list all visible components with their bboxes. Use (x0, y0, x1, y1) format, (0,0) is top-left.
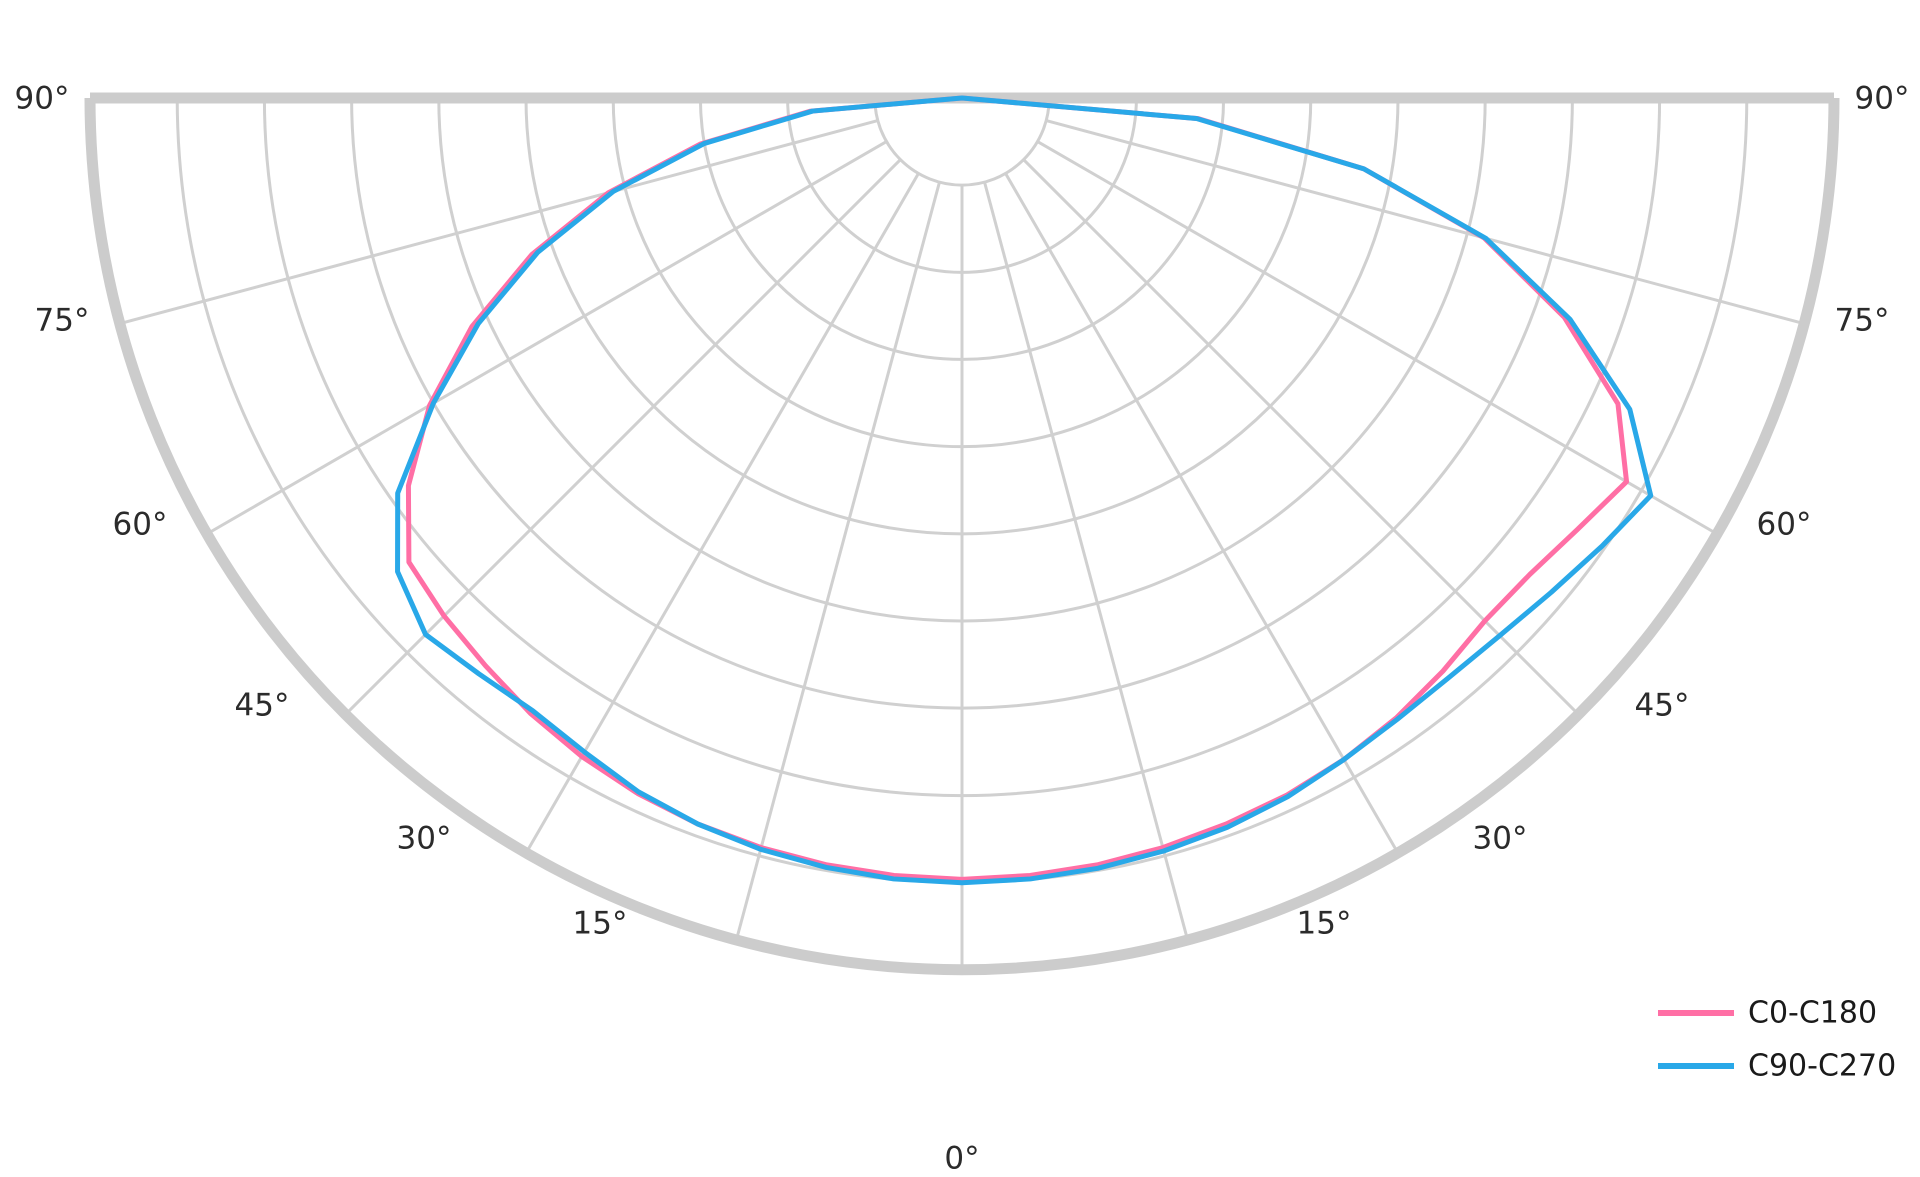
outer-boundary-arc (84, 97, 1840, 976)
grid-spoke-15 (983, 181, 1190, 941)
angle-label-right-45: 45° (1635, 688, 1690, 724)
angle-label-left-60: 60° (113, 507, 168, 543)
legend-label-c0-c180[interactable]: C0-C180 (1748, 996, 1877, 1031)
legend[interactable]: C0-C180 C90-C270 (1658, 996, 1896, 1084)
angle-label-left-45: 45° (235, 688, 290, 724)
angle-label-right-30: 30° (1473, 821, 1528, 857)
grid-spoke-75 (1045, 119, 1805, 326)
grid-spoke-60 (1036, 140, 1718, 536)
angle-label-right-90: 90° (1855, 81, 1910, 117)
series-curve-c0-c180 (405, 95, 1630, 882)
series-curve-c90-c270 (395, 95, 1654, 886)
angle-tick-labels: 90° 75° 60° 45° 30° 15° 90° 75° 60° 45° 30° 15° 0° (15, 81, 1910, 1177)
grid-spoke-30 (1004, 172, 1400, 854)
angle-label-bottom-0: 0° (944, 1141, 979, 1177)
legend-label-c90-c270[interactable]: C90-C270 (1748, 1049, 1896, 1084)
angle-label-right-60: 60° (1757, 507, 1812, 543)
grid-spoke--30 (524, 172, 920, 854)
angle-label-left-90: 90° (15, 81, 70, 117)
grid-spoke--60 (206, 140, 888, 536)
series-curves (395, 95, 1654, 886)
grid-spokes (119, 119, 1805, 970)
angle-label-right-75: 75° (1835, 303, 1890, 339)
grid-spoke--75 (119, 119, 879, 326)
angle-label-right-15: 15° (1297, 906, 1352, 942)
angle-label-left-30: 30° (397, 821, 452, 857)
grid-spoke--15 (734, 181, 941, 941)
grid-spoke--45 (344, 158, 902, 716)
angle-label-left-15: 15° (573, 906, 628, 942)
grid-spoke-45 (1022, 158, 1580, 716)
grid-arc-1 (873, 97, 1051, 187)
angle-label-left-75: 75° (35, 303, 90, 339)
